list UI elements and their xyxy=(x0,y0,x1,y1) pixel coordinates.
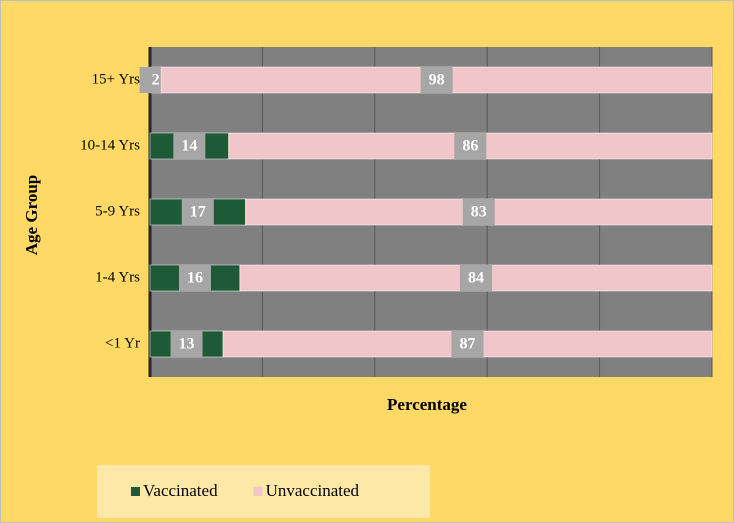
data-label: 98 xyxy=(429,72,445,89)
data-label: 17 xyxy=(190,204,206,221)
y-tick-label: 5-9 Yrs xyxy=(95,203,140,219)
data-label: 14 xyxy=(181,138,197,155)
data-label: 13 xyxy=(179,336,195,353)
data-label-box xyxy=(462,199,495,225)
y-tick-label: <1 Yr xyxy=(105,335,140,351)
data-label: 86 xyxy=(462,138,478,155)
y-tick-label: 15+ Yrs xyxy=(92,71,140,87)
data-label: 84 xyxy=(468,270,484,287)
data-label: 83 xyxy=(471,204,487,221)
data-label-box xyxy=(451,331,484,357)
data-label-box xyxy=(181,199,214,225)
data-label-box xyxy=(454,133,487,159)
data-label: 2 xyxy=(152,72,160,89)
y-tick-label: 1-4 Yrs xyxy=(95,269,140,285)
data-label-box xyxy=(178,265,211,291)
data-label-box xyxy=(170,331,203,357)
x-axis-title: Percentage xyxy=(387,395,467,414)
data-label-box xyxy=(459,265,492,291)
data-label-box xyxy=(420,67,453,93)
data-label-box xyxy=(173,133,206,159)
y-axis-title: Age Group xyxy=(22,175,41,255)
legend-label: Unvaccinated xyxy=(266,481,360,500)
data-label: 87 xyxy=(460,336,476,353)
legend-marker xyxy=(253,487,263,496)
legend-marker xyxy=(131,487,140,496)
data-label: 16 xyxy=(187,270,203,287)
y-tick-label: 10-14 Yrs xyxy=(80,137,140,153)
legend-label: Vaccinated xyxy=(143,481,218,500)
legend xyxy=(97,465,430,518)
